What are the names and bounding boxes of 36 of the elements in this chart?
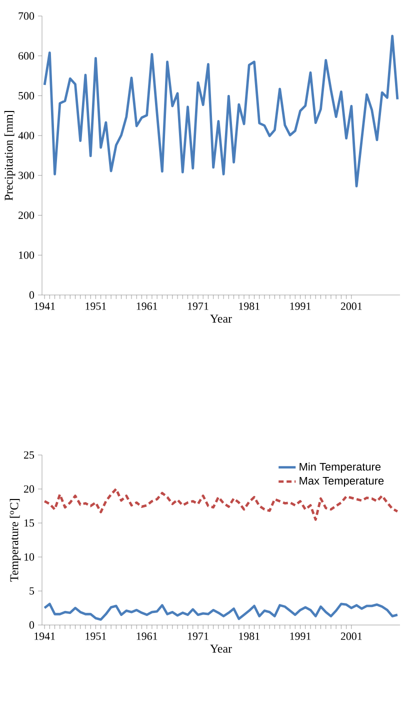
x-tick-label: 1941: [34, 632, 55, 640]
x-tick-label: 1971: [188, 302, 208, 310]
x-tick-label: 1991: [290, 632, 311, 640]
x-tick-label: 1951: [86, 632, 106, 640]
y-axis-title: Precipitation [mm]: [4, 111, 16, 200]
y-tick-label: 0: [29, 621, 34, 629]
y-tick-label: 500: [18, 92, 34, 100]
y-tick-label: 5: [30, 587, 34, 595]
x-tick-label: 1951: [86, 302, 106, 310]
y-tick-label: 400: [18, 132, 34, 140]
y-tick-label: 200: [18, 212, 34, 219]
x-tick-label: 1971: [188, 632, 208, 640]
legend-label: Max Temperature: [300, 477, 384, 487]
y-tick-label: 0: [29, 291, 34, 299]
y-axis-title: Temperature [$^{o}$C]: [10, 499, 21, 582]
line-series: [43, 34, 399, 188]
x-tick-label: 2001: [340, 632, 362, 640]
y-tick-label: 300: [18, 172, 34, 180]
x-tick-label: 1981: [239, 302, 260, 310]
x-tick-label: 1991: [290, 302, 311, 310]
line-series: [43, 602, 399, 621]
legend-label: Min Temperature: [300, 462, 381, 473]
y-tick-label: 20: [24, 485, 34, 493]
y-tick-label: 25: [24, 451, 34, 459]
y-tick-label: 15: [24, 519, 34, 527]
y-tick-label: 100: [19, 251, 34, 259]
x-tick-label: 1961: [136, 302, 158, 310]
x-axis-title: Year: [210, 644, 232, 653]
x-tick-label: 1941: [34, 302, 55, 310]
y-tick-label: 700: [18, 12, 34, 20]
x-tick-label: 2001: [340, 302, 362, 310]
x-tick-label: 1981: [239, 632, 260, 640]
x-axis-title: Year: [210, 314, 232, 323]
x-tick-label: 1961: [136, 632, 158, 640]
y-tick-label: 600: [18, 52, 34, 60]
y-tick-label: 10: [24, 553, 34, 561]
